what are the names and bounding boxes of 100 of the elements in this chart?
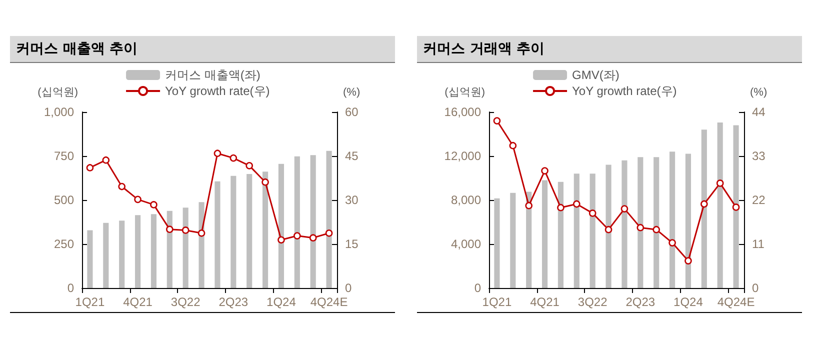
bar (103, 222, 109, 288)
point (246, 162, 253, 170)
bar (606, 164, 612, 288)
y-tick-label: 12,000 (444, 149, 482, 163)
x-tick-label: 3Q22 (170, 295, 201, 309)
point (278, 236, 285, 244)
point (294, 232, 301, 240)
point (166, 226, 174, 233)
x-tick-label: 4Q24E (310, 295, 348, 309)
point (214, 150, 222, 158)
point (668, 239, 676, 246)
point (182, 226, 190, 234)
point (716, 180, 724, 187)
y2-tick-label: 0 (345, 281, 352, 295)
x-tick-label: 1Q21 (75, 295, 105, 309)
y2-tick-label: 60 (345, 105, 359, 119)
y-tick-label: 16,000 (444, 105, 482, 119)
point (525, 202, 532, 210)
x-tick-label: 2Q23 (218, 295, 248, 309)
bar (638, 157, 644, 288)
bar (119, 220, 125, 288)
bar (701, 130, 707, 288)
y2-tick-label: 0 (752, 281, 759, 295)
y-tick-label: 0 (474, 281, 482, 295)
point (620, 205, 628, 212)
point (604, 226, 612, 234)
point (573, 200, 580, 208)
y2-tick-label: 11 (752, 237, 765, 251)
bar (558, 182, 564, 288)
bar (542, 180, 548, 288)
y2-tick-label: 22 (752, 193, 766, 207)
chart-title: 커머스 거래액 추이 (417, 36, 802, 63)
legend-label: YoY growth rate(우) (165, 84, 270, 98)
point (557, 204, 564, 212)
point (198, 230, 206, 237)
bar (590, 174, 596, 288)
bar (574, 174, 580, 288)
point (684, 257, 692, 264)
y2-axis-title: (%) (343, 86, 360, 98)
y2-tick-label: 15 (345, 237, 359, 251)
bar (87, 230, 93, 288)
x-tick-label: 3Q22 (578, 295, 608, 309)
bar (717, 122, 723, 288)
y-axis-title: (십억원) (38, 86, 78, 98)
bar (150, 214, 157, 288)
point (636, 224, 644, 232)
point (700, 200, 708, 208)
legend-label: GMV(좌) (572, 68, 620, 82)
point (150, 201, 158, 208)
y-tick-label: 1,000 (44, 105, 74, 119)
y-axis-title: (십억원) (444, 86, 485, 98)
bar (510, 192, 516, 288)
point (732, 204, 740, 211)
legend-label: 커머스 매출액(좌) (165, 68, 260, 82)
bar (214, 181, 220, 288)
point (118, 182, 126, 190)
y2-tick-label: 45 (345, 149, 359, 163)
x-tick-label: 1Q24 (674, 295, 704, 309)
x-tick-label: 1Q24 (266, 295, 296, 309)
y2-tick-label: 44 (752, 105, 766, 119)
point (86, 164, 94, 172)
legend-label: YoY growth rate(우) (572, 84, 677, 98)
bar (669, 152, 676, 288)
x-tick-label: 4Q21 (123, 295, 153, 309)
y2-tick-label: 33 (752, 149, 766, 163)
bar (182, 208, 188, 288)
point (134, 196, 142, 204)
point (652, 226, 660, 234)
point (325, 230, 333, 237)
bar (278, 164, 284, 288)
bar (246, 174, 252, 288)
y-tick-label: 250 (54, 237, 74, 251)
point (309, 234, 317, 242)
bar (326, 150, 332, 288)
bar (294, 156, 300, 288)
x-tick-label: 2Q23 (626, 295, 656, 309)
point (102, 156, 110, 164)
y2-tick-label: 30 (345, 193, 359, 207)
bar (733, 125, 739, 288)
y-tick-label: 500 (54, 193, 74, 207)
y-tick-label: 4,000 (450, 237, 482, 251)
bar (166, 210, 172, 288)
bar (310, 155, 316, 288)
chart-title: 커머스 매출액 추이 (10, 36, 395, 63)
point (230, 154, 238, 162)
bar (230, 176, 236, 288)
bar (622, 160, 628, 288)
bar (262, 172, 268, 288)
point (262, 178, 269, 186)
x-tick-label: 4Q24E (717, 295, 755, 309)
bar (654, 157, 660, 288)
bar (685, 154, 692, 288)
point (493, 117, 501, 124)
y-tick-label: 750 (54, 149, 74, 163)
point (541, 167, 548, 174)
bar (494, 198, 500, 288)
bar (134, 215, 141, 288)
y-tick-label: 0 (67, 281, 74, 295)
y2-axis-title: (%) (750, 86, 768, 98)
point (588, 210, 596, 217)
